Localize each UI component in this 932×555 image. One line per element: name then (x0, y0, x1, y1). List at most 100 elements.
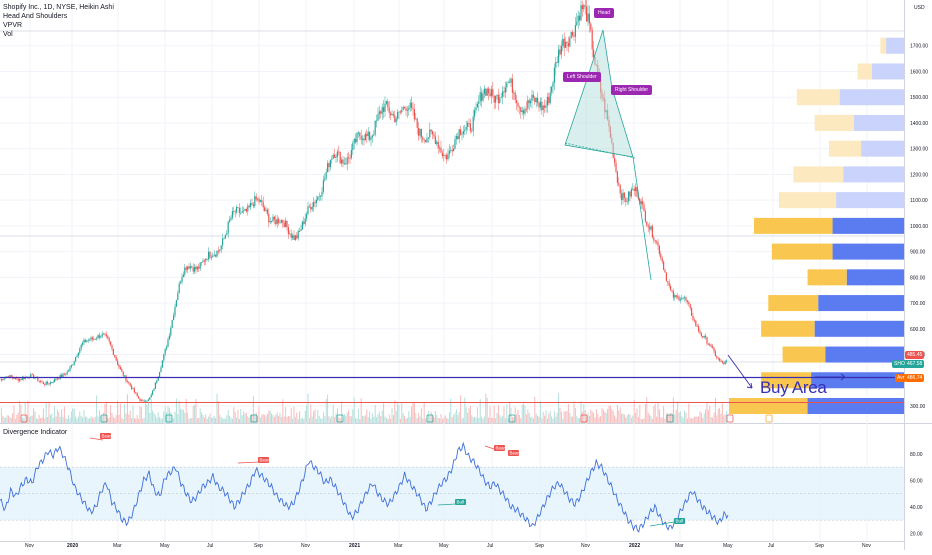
candle-body (280, 220, 282, 223)
candle-body (138, 396, 140, 399)
candle-body (443, 154, 445, 157)
volume-bar (558, 393, 560, 423)
avr-price-tag: 486.74 (905, 374, 925, 382)
volume-bar (556, 412, 558, 423)
volume-bar (118, 414, 120, 423)
volume-bar (506, 404, 508, 423)
volume-bar (114, 418, 116, 423)
volume-bar (188, 418, 190, 423)
volume-bar (427, 411, 429, 423)
candle-body (275, 219, 277, 225)
volume-bar (209, 413, 211, 423)
volume-bar (185, 399, 187, 423)
chart-legend: Shopify Inc., 1D, NYSE, Heikin Ashi Head… (3, 3, 114, 39)
volume-bar (283, 416, 285, 423)
vp-up-bar (829, 140, 862, 157)
indicator-head-shoulders[interactable]: Head And Shoulders (3, 13, 68, 20)
volume-bar (146, 404, 148, 423)
volume-bar (716, 415, 718, 423)
candle-body (509, 81, 511, 83)
volume-bar (350, 416, 352, 423)
oscillator-title[interactable]: Divergence Indicator (3, 429, 68, 436)
volume-bar (272, 415, 274, 423)
earnings-marker (508, 414, 516, 423)
candle-body (342, 159, 344, 164)
candle-body (41, 381, 43, 383)
candle-body (615, 162, 617, 172)
candle-body (373, 134, 375, 136)
volume-bar (265, 416, 267, 423)
candle-body (474, 110, 476, 117)
candle-body (17, 378, 19, 381)
right-shoulder-label: Right Shoulder (611, 85, 653, 95)
volume-bar (567, 404, 569, 423)
candle-body (723, 362, 725, 364)
vp-down-bar (846, 269, 904, 286)
candle-body (544, 105, 546, 108)
candle-body (362, 138, 364, 140)
earnings-marker (20, 414, 28, 423)
vp-up-bar (779, 192, 837, 209)
volume-bar (586, 417, 588, 423)
volume-bar (646, 397, 648, 423)
volume-bar (657, 402, 659, 423)
candle-body (471, 130, 473, 132)
candle-body (265, 209, 267, 211)
candle-body (310, 206, 312, 210)
candle-body (2, 378, 4, 380)
volume-bar (16, 414, 18, 423)
volume-bar (450, 398, 452, 423)
candle-body (412, 107, 414, 110)
candle-body (434, 136, 436, 145)
indicator-vol[interactable]: Vol (3, 31, 13, 38)
candle-body (111, 344, 113, 349)
volume-bar (511, 417, 513, 423)
volume-bar (83, 410, 85, 423)
indicator-vpvr[interactable]: VPVR (3, 22, 23, 29)
volume-bar (285, 407, 287, 423)
candle-body (520, 107, 522, 113)
candle-body (54, 378, 56, 382)
signal-label: Bull (676, 519, 684, 524)
volume-bar (420, 408, 422, 423)
volume-bar (367, 417, 369, 423)
candle-body (37, 377, 39, 381)
candle-body (150, 394, 152, 398)
candle-body (237, 207, 239, 208)
candle-body (534, 97, 536, 103)
volume-bar (278, 415, 280, 423)
volume-bar (406, 417, 408, 423)
volume-bar (238, 418, 240, 423)
volume-bar (668, 414, 670, 423)
volume-bar (264, 414, 266, 423)
volume-bar (245, 412, 247, 423)
candle-body (481, 92, 483, 101)
volume-bar (108, 417, 110, 423)
volume-bar (189, 418, 191, 423)
candle-body (271, 221, 273, 222)
candle-body (563, 38, 565, 48)
volume-bar (581, 411, 583, 423)
candle-body (380, 111, 382, 114)
volume-bar (483, 416, 485, 423)
volume-bar (279, 412, 281, 423)
volume-bar (399, 418, 401, 423)
candle-body (408, 107, 410, 110)
candle-body (689, 303, 691, 309)
volume-bar (686, 418, 688, 423)
candle-body (174, 306, 176, 316)
volume-bar (672, 397, 674, 423)
candle-body (485, 88, 487, 96)
volume-bar (300, 418, 302, 423)
candle-body (685, 297, 687, 301)
candle-body (579, 15, 581, 21)
volume-bar (61, 409, 63, 423)
volume-bar (205, 414, 207, 423)
candle-body (52, 381, 54, 383)
candle-body (493, 95, 495, 103)
candle-body (6, 376, 8, 378)
candle-body (255, 196, 257, 200)
candle-body (576, 21, 578, 26)
